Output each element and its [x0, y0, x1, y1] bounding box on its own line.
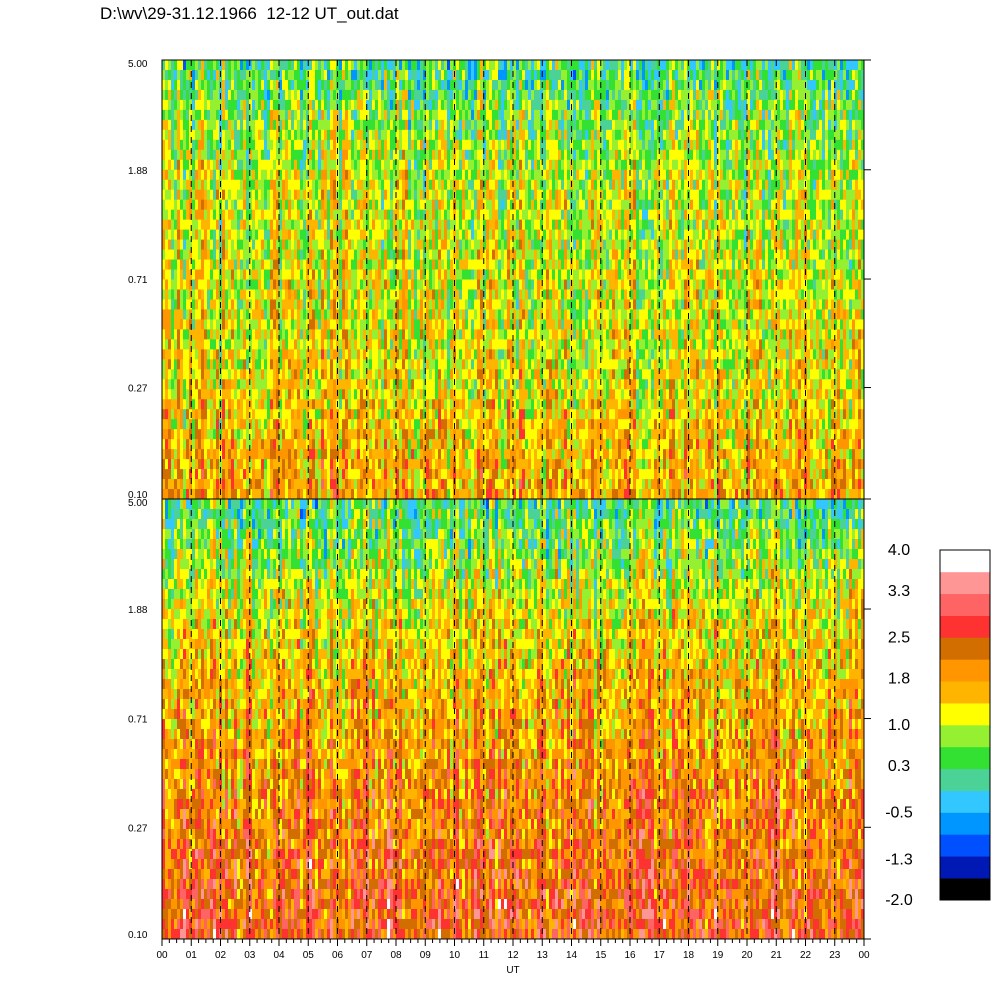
y-tick-label: 0.27 — [128, 823, 148, 834]
x-tick-label: 13 — [537, 950, 549, 961]
x-tick-label: 19 — [712, 950, 724, 961]
x-tick-label: 00 — [156, 950, 168, 961]
x-tick-label: 14 — [566, 950, 578, 961]
colorbar-swatch — [940, 615, 990, 638]
colorbar-swatch — [940, 812, 990, 835]
colorbar-frame — [939, 549, 991, 901]
x-tick-label: 23 — [829, 950, 841, 961]
colorbar-label: 3.3 — [888, 583, 910, 600]
colorbar-swatch — [940, 834, 990, 857]
colorbar-label: 4.0 — [888, 542, 910, 559]
colorbar-swatch — [940, 856, 990, 879]
colorbar-swatch — [940, 746, 990, 770]
x-tick-label: 08 — [390, 950, 402, 961]
x-axis-label: UT — [506, 965, 519, 976]
x-tick-label: 06 — [332, 950, 344, 961]
x-tick-label: 05 — [303, 950, 315, 961]
y-tick-label: 1.88 — [128, 166, 148, 177]
y-tick-label: 5.00 — [128, 498, 148, 509]
colorbar-label: 1.8 — [888, 671, 910, 688]
colorbar-swatch — [940, 878, 990, 901]
x-tick-label: 01 — [186, 950, 198, 961]
colorbar-swatch — [940, 550, 990, 573]
x-tick-label: 16 — [624, 950, 636, 961]
x-tick-label: 07 — [361, 950, 373, 961]
colorbar-swatch — [940, 659, 990, 682]
colorbar-swatch — [940, 725, 990, 748]
y-tick-label: 5.00 — [128, 59, 148, 70]
x-tick-label: 09 — [420, 950, 432, 961]
colorbar-swatch — [940, 681, 990, 704]
colorbar-label: 1.0 — [888, 717, 910, 734]
colorbar-swatch — [940, 703, 990, 726]
x-tick-label: 17 — [654, 950, 666, 961]
y-tick-label: 0.27 — [128, 384, 148, 395]
x-tick-label: 15 — [595, 950, 607, 961]
colorbar-label: 0.3 — [888, 758, 910, 775]
colorbar — [939, 549, 991, 901]
colorbar-swatch — [940, 637, 990, 660]
x-tick-label: 12 — [507, 950, 519, 961]
y-tick-label: 1.88 — [128, 605, 148, 616]
y-tick-label: 0.10 — [128, 490, 148, 501]
x-tick-label: 18 — [683, 950, 695, 961]
colorbar-swatch — [940, 593, 990, 616]
y-tick-label: 0.71 — [128, 275, 148, 286]
colorbar-label: -2.0 — [885, 892, 913, 909]
x-tick-label: 22 — [800, 950, 812, 961]
colorbar-label: -1.3 — [885, 851, 913, 868]
x-tick-label: 02 — [215, 950, 227, 961]
x-tick-label: 04 — [273, 950, 285, 961]
x-tick-label: 10 — [449, 950, 461, 961]
colorbar-label: 2.5 — [888, 630, 910, 647]
y-tick-label: 0.71 — [128, 715, 148, 726]
x-tick-label: 00 — [858, 950, 870, 961]
x-tick-label: 21 — [771, 950, 783, 961]
colorbar-swatch — [940, 790, 990, 813]
colorbar-swatch — [940, 768, 990, 791]
x-tick-label: 20 — [741, 950, 753, 961]
y-tick-label: 0.10 — [128, 930, 148, 941]
x-tick-label: 03 — [244, 950, 256, 961]
colorbar-swatch — [940, 571, 990, 595]
x-tick-label: 11 — [479, 950, 490, 961]
chart-title: D:\wv\29-31.12.1966 12-12 UT_out.dat — [100, 4, 399, 24]
colorbar-label: -0.5 — [885, 805, 913, 822]
heatmap-panel-upper — [162, 60, 865, 500]
